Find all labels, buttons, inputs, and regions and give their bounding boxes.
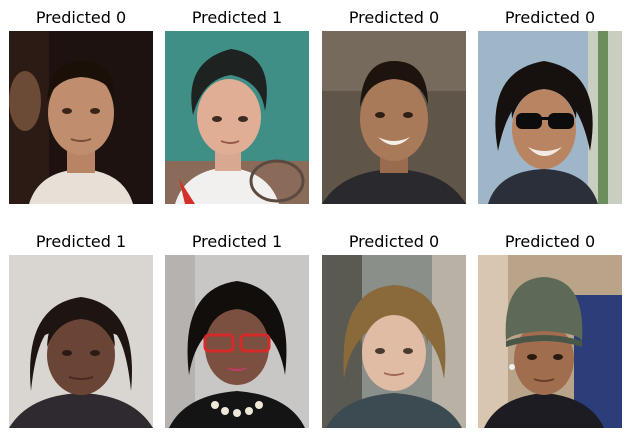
face-photo (322, 255, 466, 428)
panel-label: Predicted 0 (504, 232, 596, 251)
panel-label: Predicted 0 (348, 8, 440, 27)
face-photo (478, 31, 622, 204)
face-photo (165, 255, 309, 428)
face-photo (165, 31, 309, 204)
face-photo (9, 255, 153, 428)
panel-label: Predicted 0 (504, 8, 596, 27)
face-photo (9, 31, 153, 204)
face-photo (478, 255, 622, 428)
panel-label: Predicted 1 (191, 8, 283, 27)
panel-label: Predicted 0 (35, 8, 127, 27)
panel-label: Predicted 1 (191, 232, 283, 251)
panel-label: Predicted 1 (35, 232, 127, 251)
panel-label: Predicted 0 (348, 232, 440, 251)
face-photo (322, 31, 466, 204)
